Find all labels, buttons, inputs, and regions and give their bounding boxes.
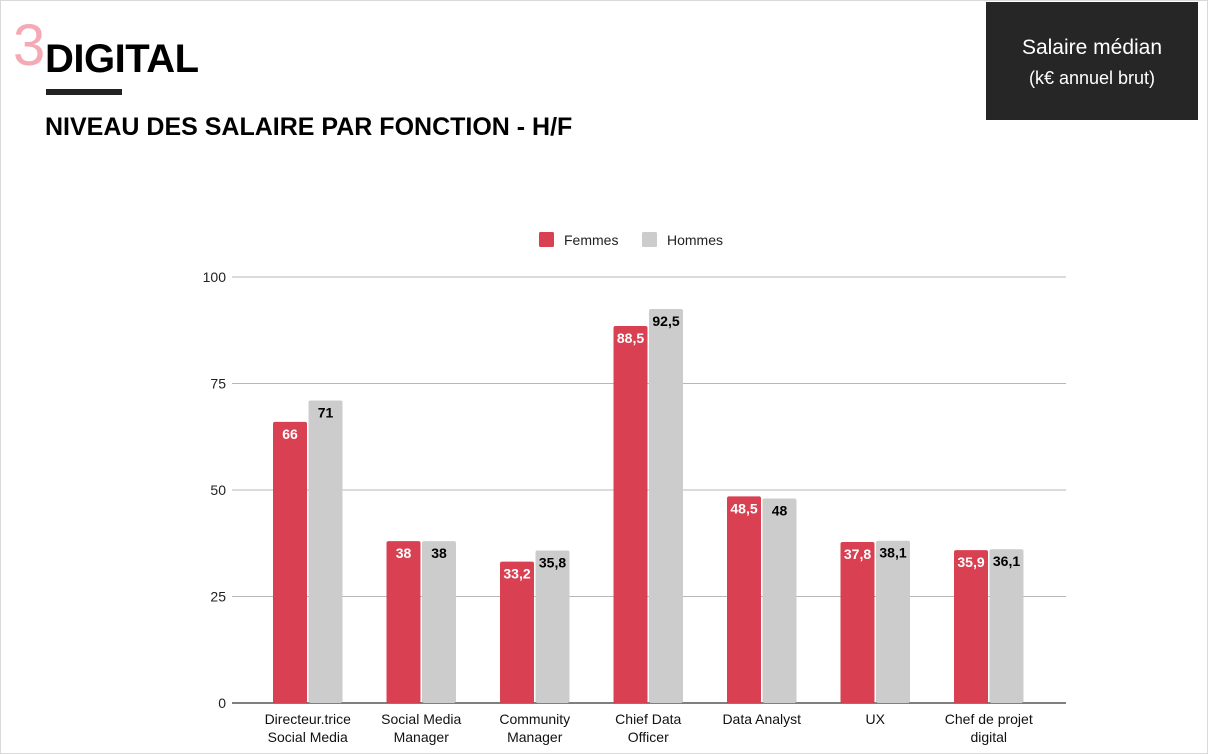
data-label-hommes: 35,8: [539, 554, 566, 570]
data-label-femmes: 48,5: [730, 500, 757, 516]
data-label-hommes: 36,1: [993, 553, 1020, 569]
y-tick-label: 0: [218, 695, 226, 711]
unit-box-title: Salaire médian: [1021, 36, 1163, 59]
data-label-hommes: 38: [431, 545, 447, 561]
unit-box-unit: (k€ annuel brut): [1028, 68, 1156, 88]
unit-box: Salaire médian (k€ annuel brut): [986, 2, 1198, 120]
bar-femmes: [273, 421, 307, 703]
data-label-femmes: 35,9: [957, 554, 984, 570]
legend-label-hommes: Hommes: [667, 232, 723, 248]
data-label-femmes: 66: [282, 426, 298, 442]
data-label-femmes: 37,8: [844, 546, 871, 562]
bar-femmes: [840, 541, 875, 703]
data-label-femmes: 88,5: [617, 330, 644, 346]
data-label-femmes: 38: [396, 545, 412, 561]
x-tick-label: Social Media: [268, 729, 348, 745]
bar-hommes: [308, 400, 343, 703]
bar-hommes: [989, 549, 1024, 703]
bar-hommes: [876, 540, 910, 703]
legend-label-femmes: Femmes: [564, 232, 618, 248]
data-label-hommes: 92,5: [652, 313, 679, 329]
bar-femmes: [954, 550, 988, 703]
x-tick-label: Officer: [628, 729, 669, 745]
x-tick-label: Social Media: [381, 711, 461, 727]
chart-subtitle: NIVEAU DES SALAIRE PAR FONCTION - H/F: [45, 113, 573, 141]
y-tick-label: 100: [203, 269, 227, 285]
bar-hommes: [535, 550, 570, 703]
bar-hommes: [649, 308, 683, 703]
data-label-hommes: 48: [772, 503, 788, 519]
x-tick-label: digital: [970, 729, 1007, 745]
bar-femmes: [727, 496, 761, 703]
data-label-femmes: 33,2: [503, 566, 530, 582]
x-tick-label: Community: [499, 711, 570, 727]
y-tick-label: 25: [210, 589, 226, 605]
y-tick-label: 75: [210, 376, 226, 392]
title-underline: [46, 89, 122, 95]
data-label-hommes: 38,1: [879, 545, 906, 561]
legend-swatch-hommes: [642, 232, 657, 247]
x-tick-label: Chief Data: [615, 711, 681, 727]
bar-hommes: [762, 498, 797, 703]
x-tick-label: Data Analyst: [722, 711, 801, 727]
section-number: 3: [13, 13, 46, 78]
data-label-hommes: 71: [318, 405, 334, 421]
bar-femmes: [500, 561, 534, 703]
x-tick-label: Chef de projet: [945, 711, 1033, 727]
x-tick-label: Directeur.trice: [265, 711, 352, 727]
x-tick-label: Manager: [507, 729, 563, 745]
section-title: DIGITAL: [45, 37, 199, 81]
bar-femmes: [386, 541, 421, 703]
x-tick-label: UX: [866, 711, 886, 727]
bar-hommes: [422, 541, 456, 703]
x-tick-label: Manager: [394, 729, 450, 745]
bar-femmes: [613, 325, 648, 703]
legend-swatch-femmes: [539, 232, 554, 247]
y-tick-label: 50: [210, 482, 226, 498]
